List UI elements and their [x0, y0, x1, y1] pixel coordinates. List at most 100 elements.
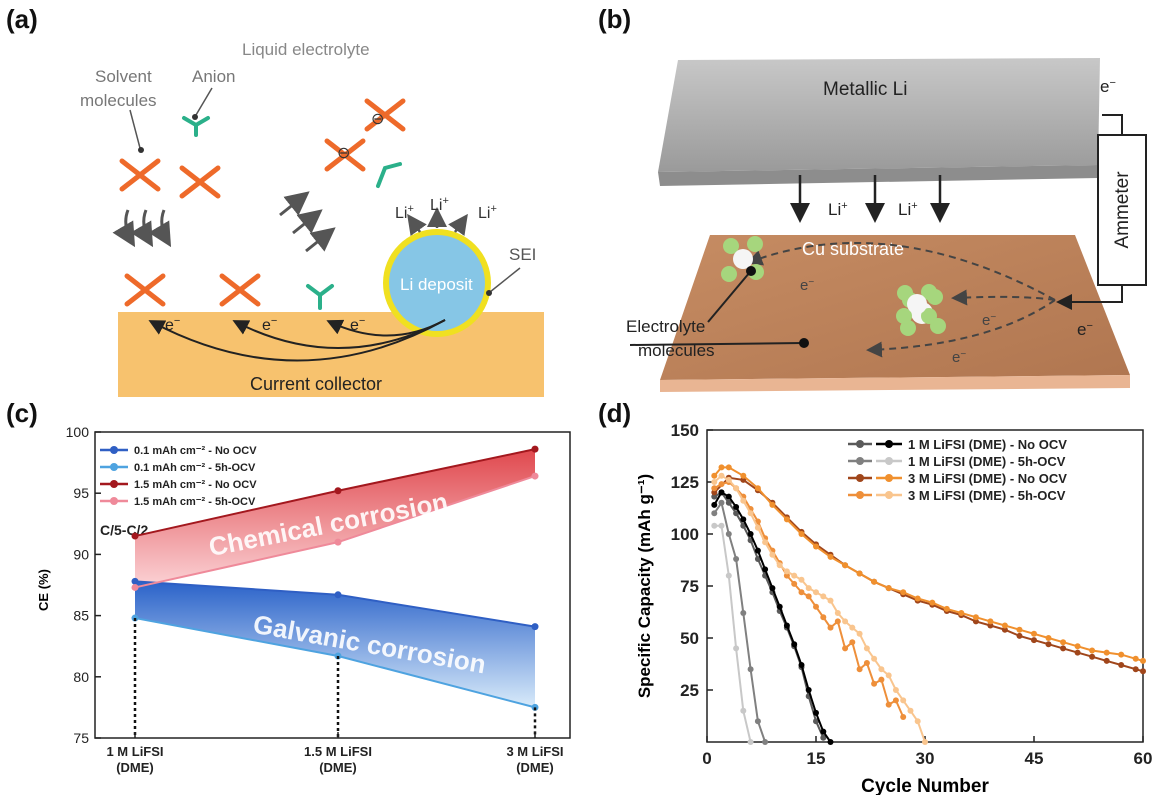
d-data-point — [878, 676, 885, 683]
d-data-point — [813, 718, 819, 725]
electrolyte-label-line1: Electrolyte — [626, 317, 705, 336]
panel-d-chart: Specific Capacity (mAh g⁻¹) Cycle Number… — [635, 421, 1152, 795]
d-ytick-label: 50 — [680, 629, 699, 648]
d-data-point — [798, 589, 805, 596]
d-data-point — [1118, 651, 1125, 658]
d-xlabel: Cycle Number — [861, 776, 989, 795]
c-legend-marker — [110, 497, 118, 505]
electron-label: e− — [1100, 77, 1116, 96]
d-data-point — [740, 707, 747, 714]
d-data-point — [711, 485, 718, 492]
li-ion-arrows — [407, 207, 468, 237]
d-data-point — [762, 539, 769, 546]
d-legend-marker — [885, 457, 893, 465]
electron-label: e− — [952, 349, 966, 367]
d-data-point — [987, 622, 994, 629]
d-data-point — [958, 610, 965, 616]
d-data-point — [871, 578, 878, 585]
d-data-point — [711, 510, 718, 517]
d-data-point — [740, 516, 747, 523]
d-data-point — [769, 501, 776, 508]
electron-arrows — [148, 319, 446, 362]
solvent-molecule-icon — [182, 168, 218, 196]
c-ytick-label: 95 — [73, 485, 89, 501]
electron-label: e− — [1077, 320, 1093, 339]
anion-charge: ⊖ — [337, 145, 350, 162]
electrolyte-molecule-icon — [721, 236, 764, 282]
c-ytick-label: 90 — [73, 546, 89, 562]
electrolyte-label-line2: molecules — [638, 341, 715, 360]
d-data-point — [798, 662, 805, 668]
c-data-point — [334, 591, 342, 599]
d-data-point — [1140, 668, 1146, 675]
d-data-point — [885, 585, 892, 592]
d-legend-marker — [856, 457, 864, 465]
panel-label-c: (c) — [6, 398, 38, 428]
d-data-point — [856, 666, 863, 673]
d-data-point — [733, 556, 740, 562]
d-data-point — [754, 718, 761, 725]
d-data-point — [1001, 622, 1008, 629]
d-data-point — [1132, 655, 1139, 662]
d-data-point — [769, 551, 776, 558]
d-data-point — [1132, 666, 1139, 673]
electron-label: e− — [262, 315, 277, 334]
d-data-point — [711, 522, 718, 529]
d-ytick-label: 150 — [671, 421, 699, 440]
c-legend-marker — [110, 480, 118, 488]
d-data-point — [718, 499, 725, 506]
d-data-point — [820, 728, 827, 735]
d-ytick-label: 75 — [680, 577, 699, 596]
d-data-point — [1045, 641, 1052, 648]
d-data-point — [813, 543, 819, 550]
d-data-point — [834, 618, 841, 625]
c-data-point — [531, 445, 539, 453]
d-legend-marker — [885, 440, 893, 448]
d-data-point — [711, 489, 718, 496]
d-data-point — [1118, 662, 1125, 668]
d-data-point — [754, 485, 761, 492]
d-data-point — [747, 739, 754, 745]
d-data-point — [740, 472, 747, 479]
c-xtick-label: 1.5 M LiFSI — [304, 744, 372, 759]
d-data-point — [783, 622, 790, 629]
d-legend-marker — [856, 491, 864, 499]
d-data-point — [725, 531, 732, 537]
d-data-point — [776, 562, 783, 569]
electrolyte-molecule-icon — [896, 284, 937, 324]
c-data-point — [531, 623, 539, 631]
c-xtick-label: (DME) — [116, 760, 154, 775]
d-data-point — [892, 687, 899, 693]
d-data-point — [791, 572, 798, 579]
d-xtick-label: 45 — [1025, 749, 1044, 768]
c-data-point — [334, 487, 342, 495]
d-data-point — [733, 504, 740, 510]
d-data-point — [747, 531, 754, 537]
c-band-chemical — [135, 449, 535, 588]
d-series-line — [713, 476, 1144, 673]
d-data-point — [813, 589, 819, 596]
li-deposit — [389, 235, 485, 331]
c-ytick-label: 75 — [73, 730, 89, 746]
c-ytick-label: 85 — [73, 608, 89, 624]
d-data-point — [1060, 645, 1067, 652]
c-data-point — [131, 532, 139, 540]
d-data-point — [900, 697, 907, 704]
d-data-point — [1031, 630, 1037, 637]
d-ylabel: Specific Capacity (mAh g⁻¹) — [635, 474, 654, 698]
d-data-point — [740, 476, 747, 483]
anion-label: Anion — [192, 67, 235, 86]
d-xtick-label: 0 — [702, 749, 711, 768]
panel-b-diagram: Metallic Li Li+ Li+ Cu substrate Ammeter… — [626, 58, 1147, 392]
li-plus-label: Li+ — [898, 200, 918, 219]
d-data-point — [943, 605, 950, 612]
cu-substrate-label: Cu substrate — [802, 239, 904, 259]
d-data-point — [783, 572, 790, 579]
d-data-point — [718, 472, 725, 479]
d-data-point — [834, 610, 841, 616]
d-data-point — [856, 570, 863, 577]
d-data-point — [892, 697, 899, 704]
d-ytick-label: 125 — [671, 473, 699, 492]
d-data-point — [783, 516, 790, 523]
